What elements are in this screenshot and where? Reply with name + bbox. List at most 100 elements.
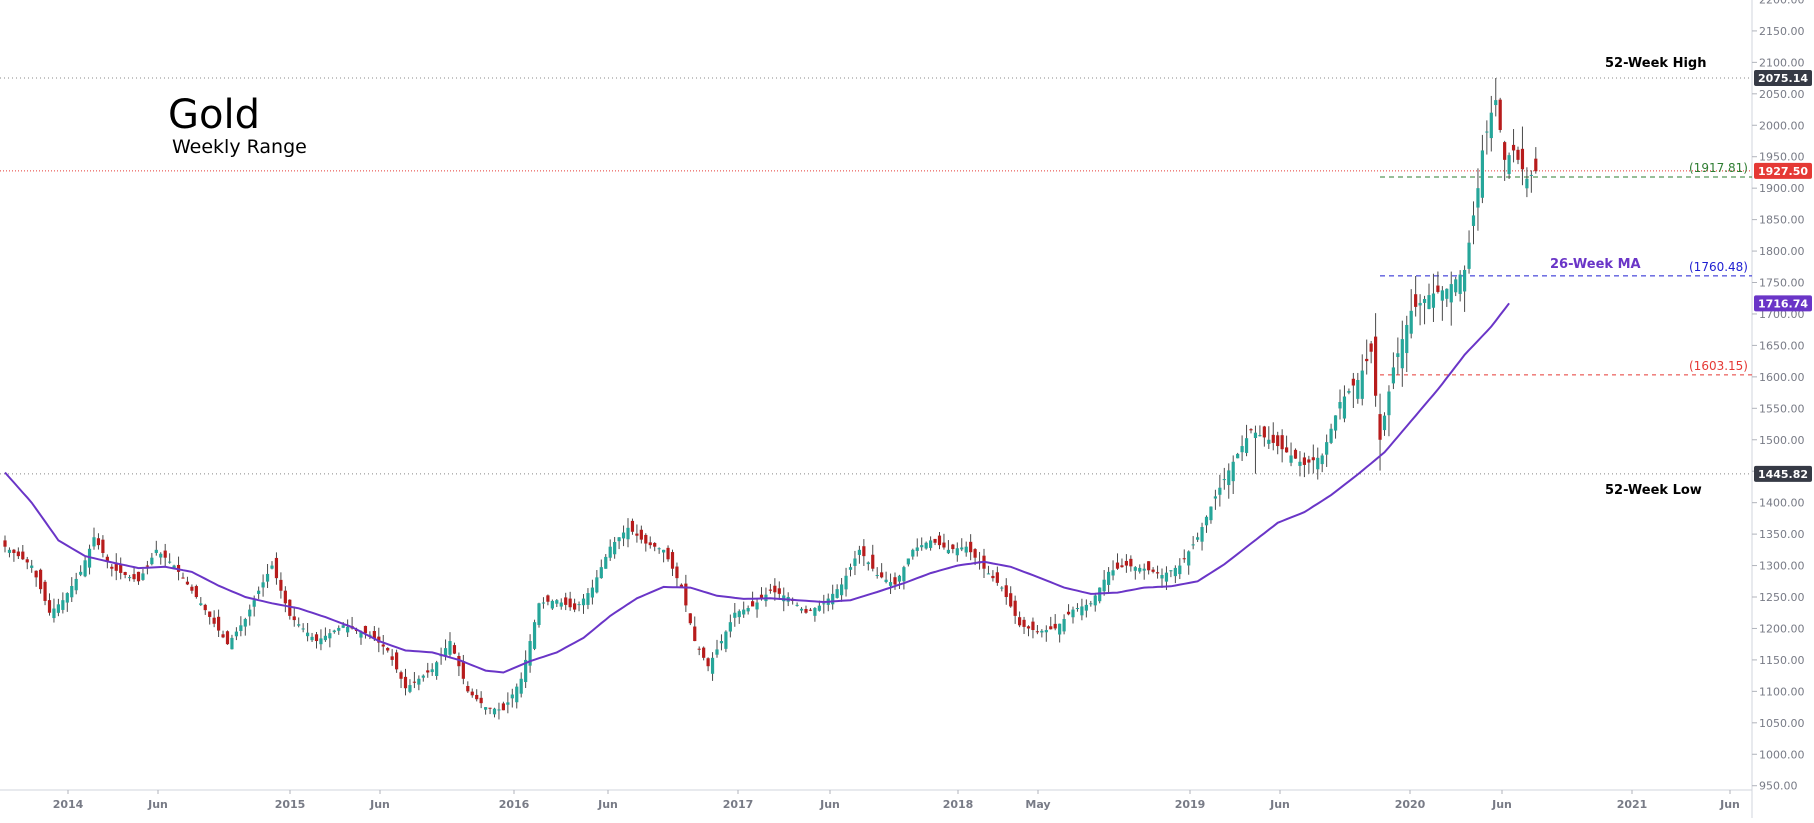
candle-body xyxy=(697,648,701,650)
y-tick-label: 1800.00 xyxy=(1759,245,1805,258)
candle-body xyxy=(719,641,724,644)
candle-body xyxy=(1271,434,1275,443)
candle-body xyxy=(653,543,657,547)
candle-body xyxy=(657,548,661,550)
candle-body xyxy=(252,600,256,607)
candle-body xyxy=(1258,435,1262,437)
candle-body xyxy=(848,567,853,570)
candle-body xyxy=(524,659,528,683)
candle-body xyxy=(1267,439,1271,444)
candle-body xyxy=(1031,621,1035,631)
candle-body xyxy=(1089,603,1093,605)
candle-body xyxy=(679,584,683,588)
y-tick-label: 1850.00 xyxy=(1759,214,1805,227)
candle-body xyxy=(1066,611,1071,615)
candle-body xyxy=(1476,188,1480,208)
candle-body xyxy=(666,547,670,560)
candle-body xyxy=(306,632,310,637)
y-tick-label: 1950.00 xyxy=(1759,151,1805,164)
x-tick-label: Jun xyxy=(147,798,168,811)
candle-body xyxy=(1378,414,1382,440)
x-tick-label: 2014 xyxy=(53,798,84,811)
candle-body xyxy=(510,694,514,699)
candle-body xyxy=(1365,358,1369,362)
candle-body xyxy=(105,556,109,561)
candle-body xyxy=(221,634,225,638)
candle-body xyxy=(372,631,376,639)
candle-body xyxy=(822,603,826,605)
low-52w-label: 52-Week Low xyxy=(1605,483,1702,498)
candle-body xyxy=(56,604,60,613)
candle-body xyxy=(853,558,857,566)
candle-body xyxy=(813,608,817,616)
candle-body xyxy=(1431,293,1436,308)
x-tick-label: Jun xyxy=(819,798,840,811)
candle-body xyxy=(154,549,158,553)
candle-body xyxy=(751,601,755,607)
candle-body xyxy=(1511,144,1516,151)
candle-body xyxy=(1196,537,1200,540)
candle-body xyxy=(301,628,305,630)
candle-body xyxy=(1356,380,1360,399)
candle-body xyxy=(1418,302,1422,306)
candle-body xyxy=(248,609,252,617)
candle-body xyxy=(1107,571,1111,585)
candle-body xyxy=(199,603,203,606)
candle-body xyxy=(799,608,804,611)
candle-body xyxy=(1009,593,1013,607)
candle-body xyxy=(501,703,505,711)
y-tick-label: 2100.00 xyxy=(1759,56,1805,69)
candle-body xyxy=(1467,242,1471,269)
candle-body xyxy=(310,636,314,641)
x-tick-label: 2019 xyxy=(1175,798,1206,811)
candle-body xyxy=(933,538,937,543)
candle-body xyxy=(181,577,185,579)
candle-body xyxy=(1427,295,1431,310)
y-tick-label: 1000.00 xyxy=(1759,748,1805,761)
candle-body xyxy=(871,554,875,569)
candle-body xyxy=(577,604,581,606)
candle-body xyxy=(1471,215,1476,226)
candle-body xyxy=(670,552,675,569)
candle-body xyxy=(1182,558,1186,560)
candle-body xyxy=(1155,572,1160,574)
candle-body xyxy=(568,598,572,608)
low-52w-badge-bg xyxy=(1754,465,1812,482)
candle-body xyxy=(1151,569,1155,572)
candle-body xyxy=(702,647,706,658)
candle-body xyxy=(1209,506,1213,521)
candle-body xyxy=(1213,496,1217,499)
candle-body xyxy=(906,558,910,565)
candle-body xyxy=(1458,274,1462,294)
candle-body xyxy=(79,571,83,575)
candle-body xyxy=(270,565,274,569)
candle-body xyxy=(893,577,897,585)
candle-body xyxy=(946,549,950,554)
candle-body xyxy=(1489,112,1493,139)
candle-body xyxy=(1218,487,1222,495)
candle-body xyxy=(688,613,692,624)
high-52w-label: 52-Week High xyxy=(1605,56,1706,71)
candle-body xyxy=(1396,353,1400,357)
candle-body xyxy=(1302,457,1306,465)
candle-body xyxy=(190,586,194,591)
candle-body xyxy=(1111,570,1115,576)
candle-body xyxy=(915,547,919,551)
candle-body xyxy=(1093,595,1097,606)
candle-body xyxy=(1276,435,1280,447)
candle-body xyxy=(208,611,212,617)
candle-body xyxy=(1080,606,1084,616)
candle-body xyxy=(1133,567,1137,571)
candle-body xyxy=(817,605,821,611)
candle-body xyxy=(168,561,172,563)
x-tick-label: 2016 xyxy=(499,798,530,811)
candle-body xyxy=(1520,148,1525,170)
x-tick-label: 2015 xyxy=(275,798,306,811)
candle-body xyxy=(292,616,296,621)
candle-body xyxy=(635,533,639,536)
high-52w-badge-bg xyxy=(1754,70,1812,86)
candle-body xyxy=(951,544,955,550)
ma-badge-bg xyxy=(1754,295,1812,312)
